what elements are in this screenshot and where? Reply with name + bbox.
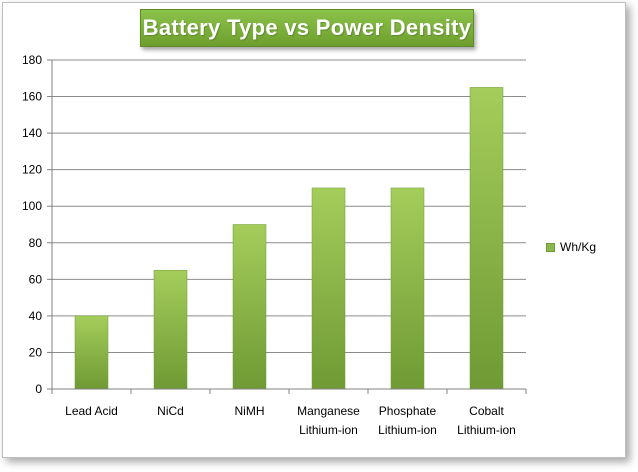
bar	[311, 187, 346, 390]
x-tick-label: Manganese	[297, 404, 360, 418]
legend-swatch	[546, 242, 555, 252]
y-tick-label: 180	[22, 53, 42, 67]
y-tick-label: 160	[22, 90, 42, 104]
y-tick-label: 140	[22, 126, 42, 140]
y-tick-label: 40	[29, 309, 43, 323]
bar	[232, 224, 267, 390]
y-tick-label: 80	[29, 236, 43, 250]
x-tick-label: NiCd	[157, 404, 184, 418]
y-tick-label: 120	[22, 163, 42, 177]
x-tick-label: Lead Acid	[65, 404, 118, 418]
chart-legend: Wh/Kg	[546, 240, 596, 254]
y-tick-label: 0	[35, 382, 42, 396]
bar	[153, 269, 188, 390]
bar	[74, 315, 109, 390]
x-tick-label: Cobalt	[469, 404, 504, 418]
x-tick-label: Lithium-ion	[299, 423, 358, 437]
x-tick-label: Phosphate	[379, 404, 437, 418]
legend-label: Wh/Kg	[560, 240, 597, 254]
bar	[469, 87, 504, 390]
y-tick-label: 60	[29, 272, 43, 286]
chart-title: Battery Type vs Power Density	[140, 9, 474, 47]
x-tick-label: Lithium-ion	[457, 423, 516, 437]
y-tick-label: 100	[22, 199, 42, 213]
y-tick-label: 20	[29, 345, 43, 359]
x-tick-label: NiMH	[235, 404, 265, 418]
x-tick-label: Lithium-ion	[378, 423, 437, 437]
bar	[390, 187, 425, 390]
